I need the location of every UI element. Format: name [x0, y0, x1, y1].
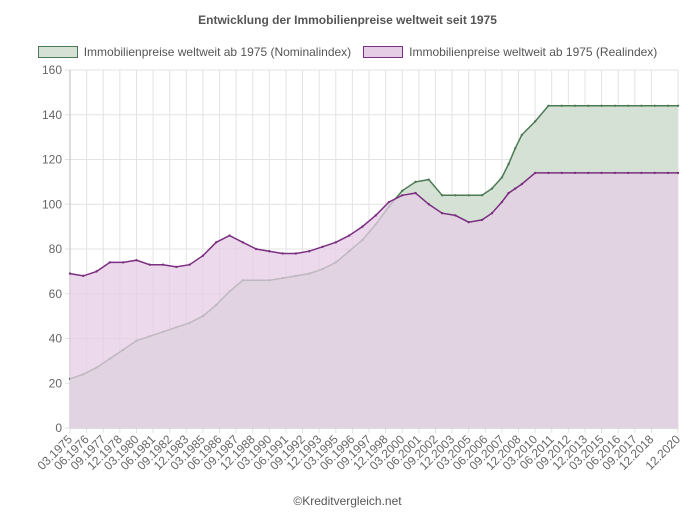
series-area-real: [70, 172, 678, 428]
data-point-real: [374, 214, 377, 217]
data-point-nominal: [640, 104, 643, 108]
data-point-real: [308, 250, 311, 253]
data-point-real: [334, 241, 337, 244]
data-point-real: [626, 171, 630, 175]
data-point-nominal: [490, 187, 494, 190]
data-point-real: [414, 191, 417, 195]
legend-label-nominal: Immobilienpreise weltweit ab 1975 (Nomin…: [83, 45, 352, 59]
data-point-real: [175, 265, 178, 269]
data-point-real: [254, 247, 258, 251]
legend-swatch-real: [363, 46, 404, 58]
data-point-real: [427, 203, 431, 206]
data-point-nominal: [676, 104, 680, 108]
data-point-real: [347, 234, 351, 237]
data-point-real: [666, 171, 670, 175]
data-point-real: [514, 187, 517, 190]
data-point-nominal: [653, 104, 656, 108]
data-point-nominal: [600, 104, 603, 108]
legend-label-real: Immobilienpreise weltweit ab 1975 (Reali…: [409, 45, 658, 59]
legend: Immobilienpreise weltweit ab 1975 (Nomin…: [0, 45, 695, 59]
data-point-real: [387, 200, 391, 204]
data-point-real: [268, 250, 271, 253]
data-point-real: [95, 270, 98, 273]
data-point-nominal: [626, 104, 630, 108]
data-point-real: [480, 218, 484, 222]
data-point-real: [214, 241, 218, 244]
data-point-nominal: [507, 162, 510, 166]
data-point-real: [490, 212, 494, 215]
data-point-real: [82, 274, 85, 278]
data-point-real: [613, 171, 617, 175]
data-point-real: [547, 171, 550, 175]
data-point-real: [188, 263, 191, 266]
data-point-real: [640, 171, 643, 175]
chart-title: Entwicklung der Immobilienpreise weltwei…: [198, 13, 497, 27]
data-point-real: [560, 171, 563, 175]
y-tick-label: 80: [49, 242, 63, 256]
data-point-nominal: [440, 194, 444, 197]
data-point-real: [241, 241, 244, 244]
data-point-nominal: [514, 147, 517, 150]
y-tick-label: 60: [49, 287, 63, 301]
data-point-real: [676, 171, 680, 175]
credit-text: ©Kreditvergleich.net: [293, 494, 402, 508]
data-point-real: [467, 220, 470, 224]
data-point-nominal: [454, 194, 457, 197]
y-tick-label: 40: [49, 332, 63, 346]
legend-swatch-nominal: [37, 46, 78, 58]
data-point-real: [281, 252, 284, 255]
data-point-real: [228, 234, 231, 237]
y-tick-label: 20: [49, 376, 63, 390]
data-point-nominal: [560, 104, 563, 108]
legend-item-nominal[interactable]: Immobilienpreise weltweit ab 1975 (Nomin…: [37, 45, 352, 59]
data-point-nominal: [547, 104, 550, 108]
data-point-nominal: [414, 180, 417, 184]
data-point-nominal: [520, 133, 524, 137]
y-tick-label: 120: [42, 153, 62, 167]
data-point-real: [361, 225, 364, 228]
data-point-real: [148, 263, 151, 266]
data-point-real: [520, 182, 524, 186]
data-point-real: [440, 212, 444, 215]
data-point-real: [161, 263, 165, 266]
data-point-real: [573, 171, 577, 175]
data-point-real: [500, 200, 504, 204]
data-point-real: [401, 194, 404, 197]
data-point-nominal: [613, 104, 617, 108]
data-point-real: [454, 214, 457, 217]
data-point-nominal: [480, 194, 484, 197]
data-point-nominal: [587, 104, 590, 108]
data-point-nominal: [467, 194, 470, 197]
data-point-nominal: [500, 176, 504, 179]
data-point-real: [135, 258, 138, 262]
y-tick-label: 160: [42, 63, 62, 77]
data-point-real: [533, 171, 537, 175]
data-point-real: [294, 252, 298, 255]
data-point-real: [653, 171, 656, 175]
data-point-real: [121, 261, 125, 264]
data-point-nominal: [533, 120, 537, 123]
data-point-real: [108, 261, 112, 264]
data-point-real: [68, 272, 72, 275]
data-point-nominal: [427, 178, 431, 181]
data-point-real: [201, 254, 205, 257]
data-point-nominal: [666, 104, 670, 108]
data-point-nominal: [573, 104, 577, 108]
legend-item-real[interactable]: Immobilienpreise weltweit ab 1975 (Reali…: [363, 45, 657, 59]
y-tick-label: 100: [42, 197, 62, 211]
y-tick-label: 140: [42, 108, 62, 122]
data-point-real: [507, 191, 510, 195]
data-point-real: [321, 245, 324, 248]
data-point-real: [587, 171, 590, 175]
data-point-real: [600, 171, 603, 175]
y-tick-label: 0: [55, 421, 62, 435]
data-point-nominal: [401, 189, 404, 193]
